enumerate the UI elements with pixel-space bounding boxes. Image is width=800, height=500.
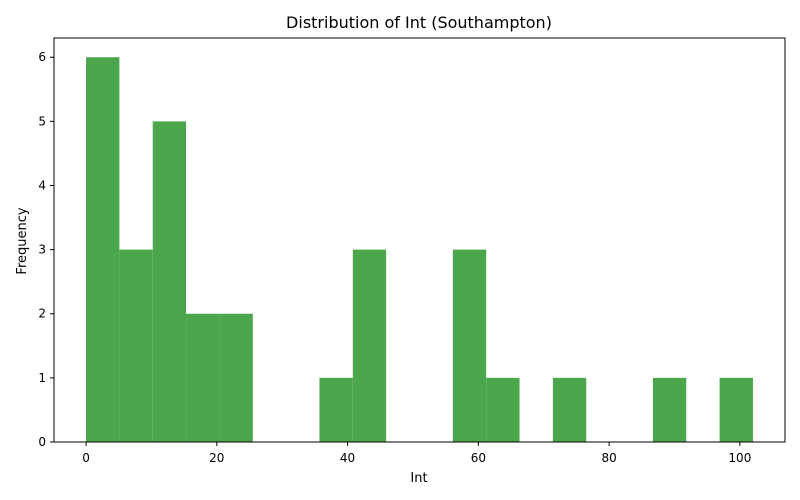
histogram-bar bbox=[219, 313, 253, 442]
y-axis-label: Frequency bbox=[15, 207, 30, 274]
bars-group bbox=[86, 57, 753, 442]
x-tick-label: 80 bbox=[601, 451, 616, 465]
histogram-bar bbox=[352, 249, 387, 442]
histogram-bar bbox=[719, 377, 753, 442]
histogram-bar bbox=[152, 121, 187, 442]
x-tick-label: 0 bbox=[82, 451, 90, 465]
histogram-bar bbox=[452, 249, 487, 442]
histogram-bar bbox=[486, 377, 520, 442]
histogram-bar bbox=[119, 249, 153, 442]
y-tick-label: 3 bbox=[38, 243, 46, 257]
y-tick-label: 4 bbox=[38, 178, 46, 192]
x-tick-label: 40 bbox=[340, 451, 355, 465]
y-tick-label: 2 bbox=[38, 307, 46, 321]
x-tick-label: 100 bbox=[728, 451, 751, 465]
histogram-bar bbox=[319, 377, 353, 442]
y-tick-label: 1 bbox=[38, 371, 46, 385]
chart-title: Distribution of Int (Southampton) bbox=[286, 13, 552, 32]
x-axis-label: Int bbox=[410, 471, 427, 486]
plot-frame bbox=[53, 37, 786, 443]
y-axis-ticks: 0 1 2 3 4 5 6 bbox=[38, 50, 54, 449]
y-tick-label: 5 bbox=[38, 114, 46, 128]
histogram-bar bbox=[652, 377, 687, 442]
histogram-bar bbox=[552, 377, 587, 442]
histogram-bar bbox=[186, 313, 220, 442]
x-axis-ticks: 0 20 40 60 80 100 bbox=[82, 442, 751, 465]
x-tick-label: 60 bbox=[471, 451, 486, 465]
x-tick-label: 20 bbox=[209, 451, 224, 465]
y-tick-label: 0 bbox=[38, 435, 46, 449]
histogram-bar bbox=[86, 57, 120, 442]
y-tick-label: 6 bbox=[38, 50, 46, 64]
